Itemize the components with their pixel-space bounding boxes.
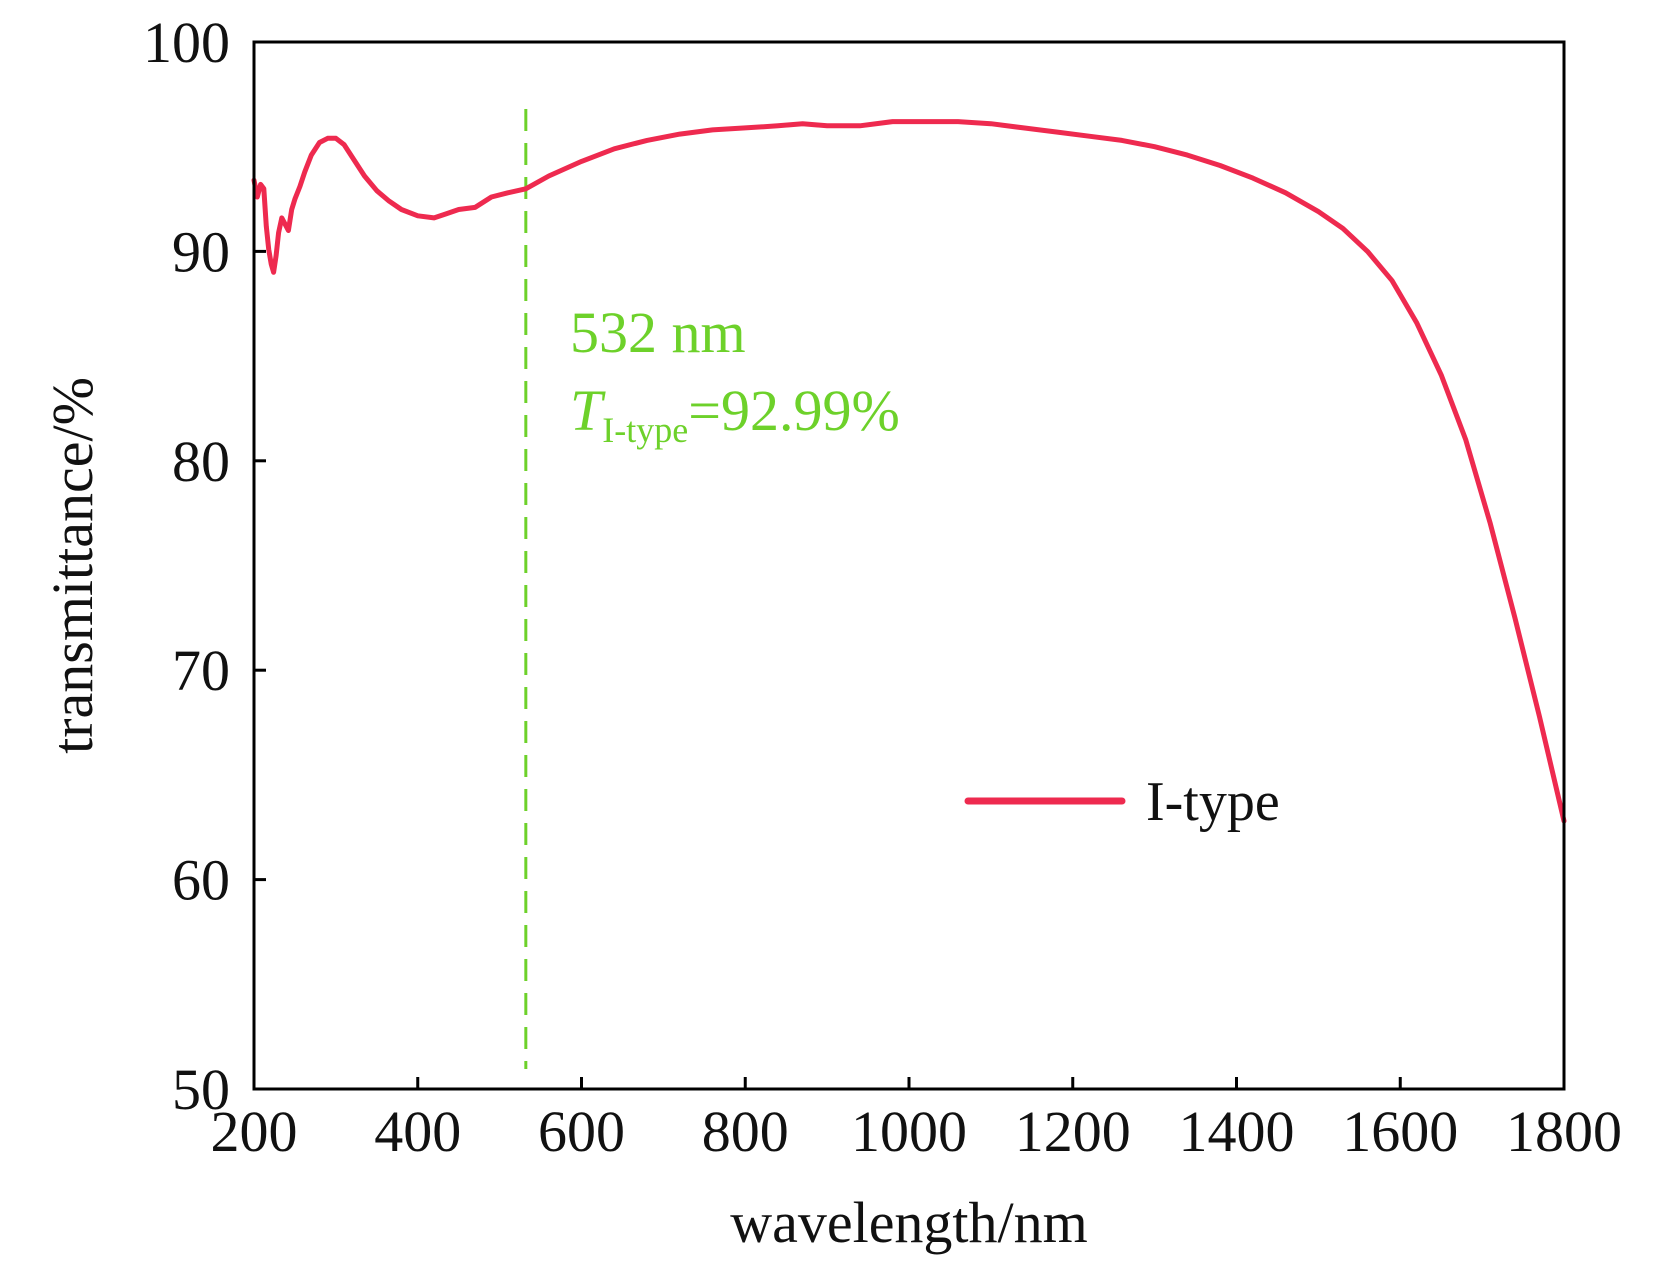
legend-label-i-type: I-type — [1146, 771, 1280, 833]
x-tick-label: 1600 — [1342, 1099, 1458, 1164]
plot-frame — [252, 40, 1566, 1091]
y-axis-ticks: 50 60 70 80 90 100 — [143, 10, 266, 1122]
wavelength-annotation: 532 nm TI-type=92.99% — [570, 300, 900, 450]
annotation-wavelength-text: 532 nm — [570, 300, 746, 365]
series-line-i-type — [251, 119, 1567, 824]
y-tick-label: 90 — [172, 219, 230, 284]
x-tick-label: 1800 — [1506, 1099, 1622, 1164]
x-tick-label: 400 — [374, 1099, 461, 1164]
y-tick-label: 80 — [172, 429, 230, 494]
series-layer — [251, 119, 1567, 824]
annotation-subscript: I-type — [602, 410, 688, 450]
x-tick-label: 600 — [538, 1099, 625, 1164]
y-tick-label: 70 — [172, 638, 230, 703]
y-tick-label: 60 — [172, 848, 230, 913]
x-tick-label: 1400 — [1179, 1099, 1295, 1164]
x-axis-ticks: 200 400 600 800 1000 1200 1400 1600 1800 — [211, 1077, 1622, 1164]
x-axis-label: wavelength/nm — [730, 1190, 1088, 1255]
legend: I-type — [964, 771, 1280, 833]
x-tick-label: 200 — [211, 1099, 298, 1164]
x-tick-label: 1200 — [1015, 1099, 1131, 1164]
annotation-value: =92.99% — [688, 378, 900, 443]
y-tick-label: 50 — [172, 1057, 230, 1122]
y-axis-label: transmittance/% — [40, 377, 105, 754]
annotation-symbol: T — [570, 378, 606, 443]
x-tick-label: 800 — [702, 1099, 789, 1164]
y-tick-label: 100 — [143, 10, 230, 75]
x-tick-label: 1000 — [851, 1099, 967, 1164]
annotation-transmittance-text: TI-type=92.99% — [570, 378, 900, 450]
